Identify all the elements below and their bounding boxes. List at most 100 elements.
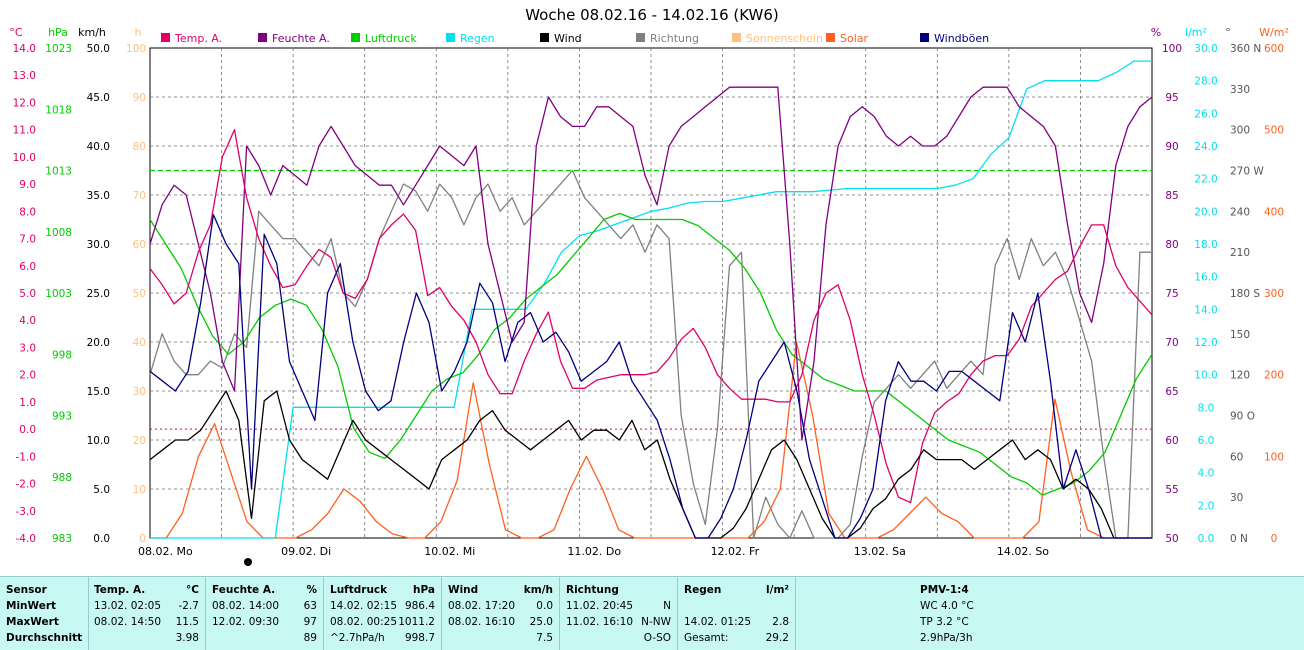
rain-axis-tick: 10.0 [1194,370,1217,382]
direction-axis-tick: 300 [1230,125,1250,137]
temp-axis-unit: °C [9,26,23,39]
col-wind: Wind km/h 08.02. 17:20 0.0 08.02. 16:10 25.… [442,577,560,650]
wind-axis-unit: km/h [78,26,106,39]
x-tick-label: 09.02. Di [281,545,331,558]
direction-axis-tick: 240 [1230,206,1250,218]
rain-axis-tick: 12.0 [1194,337,1217,349]
wind-avg-value: 7.5 [536,632,553,644]
temp-axis-tick: 4.0 [19,315,36,327]
dir-avg-value: O-SO [643,632,671,644]
wind-axis-tick: 45.0 [87,92,110,104]
dir-max-time: 11.02. 16:10 [566,616,633,628]
sun-axis-tick: 10 [133,484,146,496]
series-windböen [149,213,1152,539]
col-temp: Temp. A. °C 13.02. 02:05 -2.7 08.02. 14:50… [88,577,206,650]
pressure-axis-tick: 1008 [45,227,72,239]
x-tick-label: 11.02. Do [567,545,621,558]
legend-label: Richtung [650,32,699,45]
wind-axis-tick: 30.0 [87,239,110,251]
hum-avg-value: 89 [303,632,317,644]
wind-min-value: 0.0 [536,600,553,612]
direction-axis-tick: 90 O [1230,411,1255,423]
header-humidity-unit: % [306,584,317,596]
x-tick-label: 08.02. Mo [138,545,193,558]
legend-label: Regen [460,32,495,45]
series-temp-a [149,129,1153,504]
humidity-axis-tick: 100 [1162,43,1182,55]
temp-axis-tick: 0.0 [19,424,36,436]
rain-axis-tick: 16.0 [1194,272,1217,284]
legend-label: Wind [554,32,582,45]
sun-axis-tick: 100 [126,43,146,55]
press-min-time: 14.02. 02:15 [330,600,397,612]
dir-min-value: N [663,600,671,612]
pressure-axis-tick: 1018 [45,104,72,116]
pmv-windchill: WC 4.0 °C [920,600,974,612]
stats-table: Sensor MinWert MaxWert Durchschnitt Temp… [0,576,1304,650]
rain-axis-unit: l/m² [1185,26,1207,39]
solar-axis-tick: 0 [1271,533,1278,545]
sun-axis-tick: 0 [139,533,146,545]
temp-axis-tick: 12.0 [13,97,36,109]
rain-axis-tick: 4.0 [1198,468,1215,480]
pressure-axis-tick: 983 [52,533,72,545]
solar-axis-unit: W/m² [1259,26,1289,39]
sun-axis-tick: 20 [133,435,146,447]
wind-axis-tick: 5.0 [93,484,110,496]
hum-min-time: 08.02. 14:00 [212,600,279,612]
header-temp-unit: °C [186,584,199,596]
direction-axis-tick: 210 [1230,247,1250,259]
wind-axis-tick: 0.0 [93,533,110,545]
pressure-axis-tick: 998 [52,349,72,361]
col-pmv: PMV-1:4 WC 4.0 °C TP 3.2 °C 2.9hPa/3h [796,577,1304,650]
pressure-axis-tick: 993 [52,411,72,423]
rain-axis-tick: 26.0 [1194,108,1217,120]
pmv-pressure-trend: 2.9hPa/3h [920,632,973,644]
series-luftdruck [149,212,1153,496]
wind-axis-tick: 15.0 [87,386,110,398]
rain-axis-tick: 14.0 [1194,304,1217,316]
pressure-axis-tick: 1003 [45,288,72,300]
weather-chart: Woche 08.02.16 - 14.02.16 (KW6) Temp. A.… [9,6,1289,566]
header-direction: Richtung [566,584,619,596]
press-max-time: 08.02. 00:25 [330,616,397,628]
legend-swatch [540,33,549,42]
direction-axis-tick: 180 S [1230,288,1260,300]
legend-swatch [351,33,360,42]
temp-avg-value: 3.98 [175,632,199,644]
current-day-marker [244,558,252,566]
temp-axis-tick: 7.0 [19,234,36,246]
press-max-value: 1011.2 [398,616,435,628]
temp-axis-tick: 14.0 [13,43,36,55]
dir-min-time: 11.02. 20:45 [566,600,633,612]
temp-axis-tick: 9.0 [19,179,36,191]
temp-axis-tick: 13.0 [13,70,36,82]
legend-swatch [732,33,741,42]
direction-axis-tick: 120 [1230,370,1250,382]
header-wind: Wind [448,584,479,596]
series-solar [150,341,1152,539]
wind-axis-tick: 50.0 [87,43,110,55]
temp-axis-tick: 11.0 [13,125,36,137]
rain-axis-tick: 8.0 [1198,402,1215,414]
row-label-min: MinWert [6,600,57,612]
legend-label: Windböen [934,32,989,45]
humidity-axis-tick: 60 [1165,435,1178,447]
pmv-dewpoint: TP 3.2 °C [920,616,969,628]
humidity-axis-tick: 85 [1165,190,1178,202]
x-tick-label: 13.02. Sa [854,545,906,558]
legend-swatch [161,33,170,42]
humidity-axis-tick: 70 [1165,337,1178,349]
legend-label: Solar [840,32,869,45]
header-temp: Temp. A. [94,584,146,596]
series-feuchte-a [149,86,1153,441]
wind-axis-tick: 25.0 [87,288,110,300]
rain-axis-tick: 6.0 [1198,435,1215,447]
row-label-avg: Durchschnitt [6,632,83,644]
series-layer [149,60,1153,539]
rain-axis-tick: 20.0 [1194,206,1217,218]
temp-axis-tick: -1.0 [16,451,37,463]
direction-axis-tick: 30 [1230,492,1243,504]
legend-swatch [258,33,267,42]
humidity-axis-tick: 80 [1165,239,1178,251]
